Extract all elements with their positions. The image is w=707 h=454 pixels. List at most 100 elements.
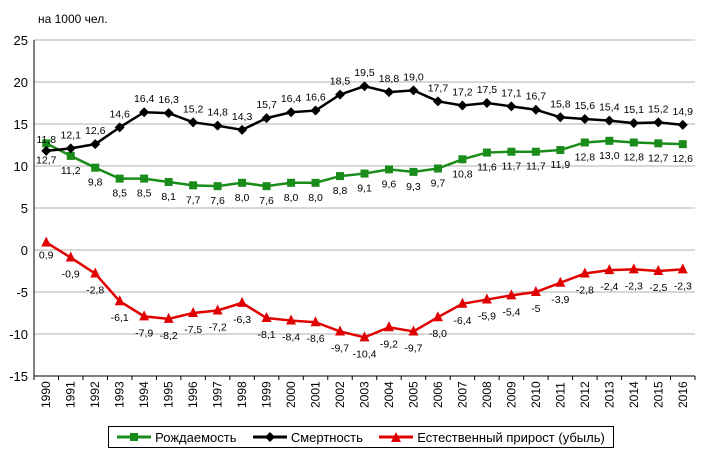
x-tick-label: 1994 (137, 381, 151, 408)
x-tick-label: 2001 (309, 381, 323, 408)
data-point-natural-growth (237, 296, 248, 307)
data-label-natural-growth: -8,4 (282, 332, 300, 344)
data-point-natural-growth (457, 297, 468, 308)
data-label-births: 8,5 (112, 188, 127, 200)
data-label-natural-growth: -9,2 (380, 338, 398, 350)
data-label-births: 12,7 (36, 154, 57, 166)
data-point-births (629, 138, 638, 147)
data-point-deaths (677, 119, 688, 130)
x-tick-label: 2006 (431, 381, 445, 408)
data-point-deaths (163, 108, 174, 119)
data-label-deaths: 14,9 (673, 106, 694, 118)
data-label-deaths: 11,8 (36, 134, 56, 146)
data-point-births (336, 172, 345, 181)
data-label-births: 12,7 (648, 152, 669, 164)
data-point-deaths (408, 85, 419, 96)
data-label-deaths: 12,6 (85, 125, 106, 137)
legend-item-births: Рождаемость (117, 430, 236, 445)
data-label-births: 9,1 (357, 183, 372, 195)
data-label-natural-growth: -7,2 (209, 321, 227, 333)
y-tick-label: -5 (16, 285, 28, 300)
y-tick-label: 0 (21, 243, 28, 258)
data-label-deaths: 16,4 (134, 93, 155, 105)
legend-item-deaths: Смертность (252, 430, 363, 445)
data-point-births (42, 139, 51, 148)
data-label-deaths: 16,4 (281, 93, 302, 105)
legend-label-natural-growth: Естественный прирост (убыль) (417, 429, 605, 445)
data-point-births (287, 178, 296, 187)
data-point-births (311, 178, 320, 187)
data-label-natural-growth: -7,5 (184, 324, 202, 336)
x-tick-label: 1991 (64, 381, 78, 408)
x-tick-label: 2000 (284, 381, 298, 408)
data-label-births: 8,8 (333, 185, 348, 197)
data-point-births (91, 163, 100, 172)
data-label-natural-growth: -5,9 (478, 311, 496, 323)
data-label-births: 13,0 (599, 150, 620, 162)
data-point-births (678, 140, 687, 149)
data-point-births (189, 181, 198, 190)
data-label-natural-growth: -8,1 (258, 329, 276, 341)
legend-swatch-births (117, 433, 152, 441)
data-label-births: 7,6 (210, 195, 225, 207)
data-label-natural-growth: -2,3 (625, 280, 643, 292)
data-label-natural-growth: -9,7 (404, 342, 422, 354)
data-point-births (164, 177, 173, 186)
data-label-deaths: 18,8 (379, 73, 400, 85)
data-label-deaths: 15,2 (183, 103, 204, 115)
x-tick-label: 2005 (406, 381, 420, 408)
data-point-births (482, 148, 491, 157)
data-point-births (360, 169, 369, 178)
data-label-deaths: 17,1 (501, 87, 522, 99)
data-label-deaths: 17,5 (477, 84, 498, 96)
data-point-deaths (261, 113, 272, 124)
data-point-natural-growth (555, 276, 566, 287)
data-label-natural-growth: -2,5 (649, 282, 667, 294)
data-label-births: 7,6 (259, 195, 274, 207)
data-point-births (140, 174, 149, 183)
data-point-natural-growth (408, 325, 419, 336)
data-label-deaths: 15,2 (648, 103, 669, 115)
data-point-births (458, 155, 467, 164)
y-tick-label: -15 (9, 369, 28, 384)
data-point-deaths (530, 104, 541, 115)
y-tick-label: 10 (14, 159, 28, 174)
data-point-deaths (359, 81, 370, 92)
data-label-births: 12,6 (673, 153, 694, 165)
x-tick-label: 2007 (455, 381, 469, 408)
data-label-births: 8,1 (161, 191, 176, 203)
data-label-natural-growth: -2,4 (600, 281, 618, 293)
chart-legend: Рождаемость Смертность Естественный прир… (108, 426, 614, 448)
data-label-births: 7,7 (186, 194, 201, 206)
data-label-deaths: 15,7 (256, 99, 277, 111)
data-label-natural-growth: -2,8 (86, 285, 104, 297)
data-label-natural-growth: -3,9 (551, 294, 569, 306)
data-point-natural-growth (359, 331, 370, 342)
data-label-births: 11,2 (61, 165, 81, 177)
data-point-births (238, 178, 247, 187)
legend-swatch-natural-growth (379, 432, 414, 442)
data-label-births: 9,3 (406, 181, 421, 193)
data-point-deaths (555, 112, 566, 123)
x-tick-label: 1997 (211, 381, 225, 408)
data-point-deaths (310, 105, 321, 116)
data-label-natural-growth: 0,9 (39, 249, 54, 261)
x-tick-label: 2010 (529, 381, 543, 408)
data-label-deaths: 19,0 (403, 71, 424, 83)
y-tick-label: 20 (14, 75, 28, 90)
data-point-natural-growth (481, 293, 492, 304)
data-point-births (654, 139, 663, 148)
data-point-natural-growth (114, 295, 125, 306)
data-label-deaths: 15,8 (550, 98, 571, 110)
data-label-births: 12,8 (575, 151, 596, 163)
data-label-deaths: 12,1 (61, 129, 82, 141)
data-point-deaths (604, 115, 615, 126)
data-point-natural-growth (286, 314, 297, 325)
data-label-deaths: 16,3 (158, 94, 179, 106)
data-point-natural-growth (65, 251, 76, 262)
x-tick-label: 1998 (235, 381, 249, 408)
data-point-deaths (212, 120, 223, 131)
data-point-births (66, 151, 75, 160)
data-label-natural-growth: -5 (531, 303, 540, 315)
data-label-natural-growth: -6,4 (453, 315, 471, 327)
